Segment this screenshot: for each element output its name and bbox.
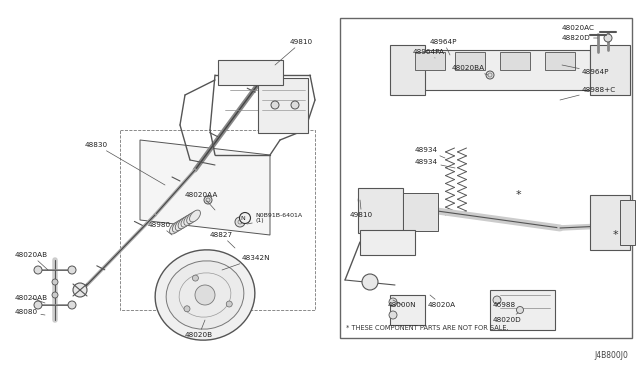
Circle shape — [52, 292, 58, 298]
Circle shape — [227, 301, 232, 307]
Ellipse shape — [187, 212, 198, 224]
Circle shape — [271, 101, 279, 109]
Circle shape — [239, 212, 250, 224]
Text: 48964PA: 48964PA — [413, 49, 445, 58]
Bar — [218, 60, 283, 85]
Circle shape — [34, 301, 42, 309]
Text: 48080: 48080 — [15, 309, 45, 315]
Ellipse shape — [181, 215, 192, 227]
Text: N: N — [241, 215, 245, 221]
Ellipse shape — [166, 261, 244, 329]
Text: 48830: 48830 — [85, 142, 165, 185]
Ellipse shape — [184, 214, 195, 225]
Circle shape — [52, 279, 58, 285]
Text: 48020D: 48020D — [493, 313, 522, 323]
Circle shape — [516, 307, 524, 314]
Bar — [500, 52, 530, 70]
Circle shape — [493, 296, 501, 304]
Circle shape — [68, 301, 76, 309]
Text: 49810: 49810 — [275, 39, 313, 65]
Ellipse shape — [189, 210, 200, 222]
Bar — [490, 290, 555, 330]
Text: N0B91B-6401A
(1): N0B91B-6401A (1) — [247, 213, 302, 224]
Circle shape — [193, 275, 198, 281]
Circle shape — [68, 266, 76, 274]
Ellipse shape — [170, 222, 180, 234]
Text: 48980: 48980 — [148, 222, 172, 235]
Text: J4B800J0: J4B800J0 — [594, 350, 628, 359]
Circle shape — [73, 283, 87, 297]
Circle shape — [291, 101, 299, 109]
Circle shape — [362, 274, 378, 290]
Text: 48000N: 48000N — [388, 300, 417, 308]
Text: 48934: 48934 — [415, 159, 455, 168]
Bar — [258, 78, 308, 133]
Text: 48020AB: 48020AB — [15, 295, 48, 303]
Text: 48827: 48827 — [210, 232, 235, 248]
Text: 48964P: 48964P — [430, 39, 458, 55]
Text: 48988+C: 48988+C — [560, 87, 616, 100]
Circle shape — [389, 311, 397, 319]
Bar — [358, 188, 403, 233]
Circle shape — [604, 34, 612, 42]
Text: 48020A: 48020A — [428, 295, 456, 308]
Text: *: * — [515, 190, 521, 200]
Text: 48964P: 48964P — [562, 65, 609, 75]
Text: 48820D: 48820D — [562, 35, 598, 41]
Text: 46988: 46988 — [493, 298, 516, 308]
Bar — [360, 230, 415, 255]
Circle shape — [486, 71, 494, 79]
Bar — [410, 50, 590, 90]
Ellipse shape — [172, 220, 183, 232]
Bar — [403, 193, 438, 231]
Polygon shape — [140, 140, 270, 235]
Text: 48020AB: 48020AB — [15, 252, 48, 270]
Text: 48020B: 48020B — [185, 320, 213, 338]
Ellipse shape — [175, 219, 186, 231]
Text: 48342N: 48342N — [222, 255, 271, 270]
Bar — [455, 52, 485, 70]
Text: *: * — [612, 230, 618, 240]
Bar — [590, 45, 630, 95]
Circle shape — [34, 266, 42, 274]
Bar — [620, 200, 635, 245]
Bar — [590, 195, 630, 250]
Bar — [545, 52, 575, 70]
Ellipse shape — [178, 217, 189, 229]
Bar — [415, 52, 445, 70]
Bar — [340, 18, 632, 338]
Circle shape — [204, 196, 212, 204]
Text: 48020AC: 48020AC — [562, 25, 602, 35]
Bar — [390, 295, 425, 325]
Bar — [390, 45, 425, 95]
Text: 49810: 49810 — [350, 200, 373, 218]
Circle shape — [195, 285, 215, 305]
Text: 48020AA: 48020AA — [185, 192, 218, 210]
Circle shape — [184, 306, 190, 312]
Text: 48020BA: 48020BA — [452, 65, 488, 75]
Circle shape — [235, 217, 245, 227]
Text: 48934: 48934 — [415, 147, 445, 158]
Ellipse shape — [155, 250, 255, 340]
Circle shape — [389, 298, 397, 306]
Text: * THESE COMPONENT PARTS ARE NOT FOR SALE.: * THESE COMPONENT PARTS ARE NOT FOR SALE… — [346, 325, 509, 331]
